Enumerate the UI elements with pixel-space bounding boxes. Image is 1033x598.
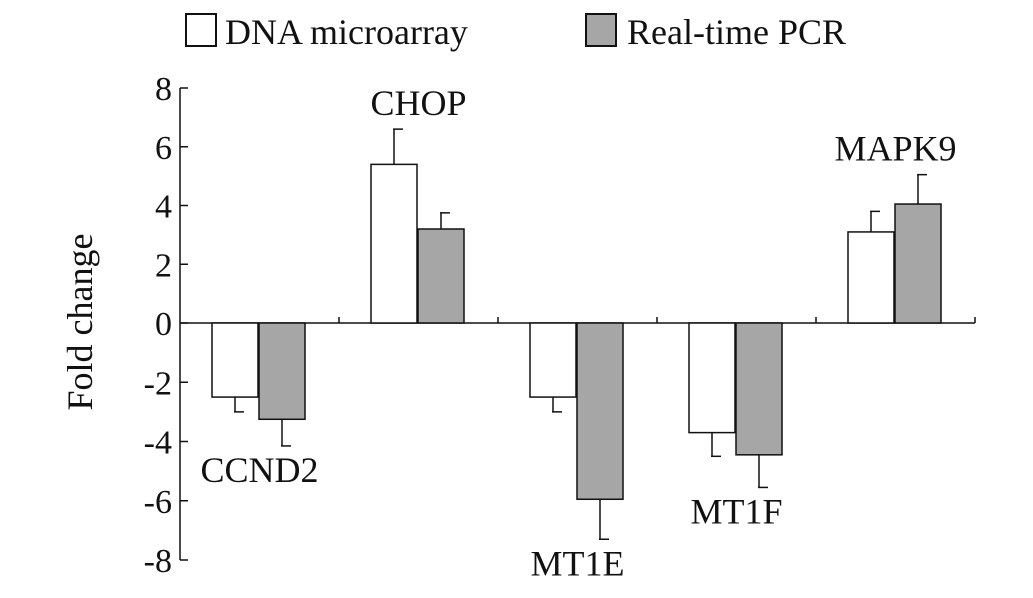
y-axis-title: Fold change bbox=[60, 234, 100, 411]
y-tick-label: -6 bbox=[144, 484, 172, 521]
y-tick-label: -4 bbox=[144, 425, 172, 462]
category-label-chop: CHOP bbox=[370, 83, 466, 123]
category-label-mt1f: MT1F bbox=[690, 491, 782, 531]
y-tick-label: 8 bbox=[155, 71, 172, 108]
bars bbox=[211, 128, 942, 541]
bar-mt1f-s0 bbox=[688, 322, 736, 434]
legend-label-real-time-pcr: Real-time PCR bbox=[627, 12, 846, 52]
y-tick-label: 0 bbox=[155, 306, 172, 343]
y-axis: 8 6 4 2 0 -2 -4 -6 -8 bbox=[144, 71, 188, 580]
category-label-mapk9: MAPK9 bbox=[834, 129, 956, 169]
bar-mt1f-s1 bbox=[735, 322, 783, 456]
y-tick-label: -2 bbox=[144, 365, 172, 402]
legend-swatch-dna-microarray bbox=[185, 13, 217, 47]
y-tick-label: 2 bbox=[155, 247, 172, 284]
bar-mt1e-s1 bbox=[576, 322, 624, 501]
legend-swatch-real-time-pcr bbox=[585, 13, 617, 47]
legend: DNA microarray Real-time PCR bbox=[185, 12, 846, 52]
bar-chop-s1 bbox=[417, 228, 465, 324]
legend-item-real-time-pcr: Real-time PCR bbox=[585, 12, 846, 52]
category-label-mt1e: MT1E bbox=[531, 543, 625, 583]
bar-mapk9-s1 bbox=[894, 203, 942, 324]
bar-ccnd2-s0 bbox=[211, 322, 259, 398]
y-tick-label: 4 bbox=[155, 189, 172, 226]
bar-mt1e-s0 bbox=[529, 322, 577, 398]
legend-label-dna-microarray: DNA microarray bbox=[225, 12, 468, 52]
bar-chop-s0 bbox=[370, 163, 418, 324]
category-label-ccnd2: CCND2 bbox=[200, 450, 318, 490]
bar-mapk9-s0 bbox=[847, 231, 895, 324]
bar-ccnd2-s1 bbox=[258, 322, 306, 421]
y-tick-label: 6 bbox=[155, 130, 172, 167]
legend-item-dna-microarray: DNA microarray bbox=[185, 12, 468, 52]
category-labels: CCND2 CHOP MT1E MT1F MAPK9 bbox=[200, 83, 956, 583]
y-tick-label: -8 bbox=[144, 543, 172, 580]
